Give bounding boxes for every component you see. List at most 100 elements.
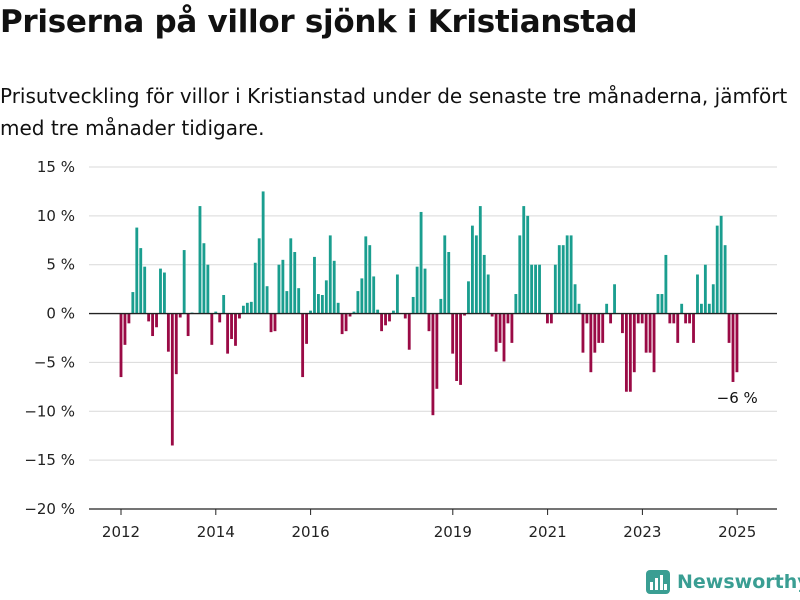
y-axis-ticks: 15 % 10 % 5 % 0 % −5 % −10 % −15 % −20 % (24, 158, 75, 518)
bar (707, 303, 711, 314)
bar (380, 313, 384, 332)
bar (644, 313, 648, 353)
bar (273, 313, 277, 332)
bar (711, 284, 715, 314)
bar (692, 313, 695, 343)
bar (443, 235, 447, 314)
bar (735, 313, 739, 373)
bar (565, 235, 569, 314)
bar (696, 274, 699, 314)
bar (261, 191, 265, 314)
axes (89, 312, 777, 510)
bar (526, 215, 530, 314)
bar (640, 313, 644, 324)
bar (652, 313, 656, 373)
bar (573, 284, 577, 314)
bar (632, 313, 636, 373)
bar (344, 313, 348, 332)
bar (317, 294, 320, 314)
bar (522, 206, 526, 314)
bar (249, 301, 253, 314)
bar (301, 313, 305, 378)
bar (222, 295, 226, 314)
bar (360, 278, 364, 314)
bar (451, 313, 455, 354)
bar (482, 254, 486, 314)
y-tick-label: 10 % (37, 207, 75, 225)
bar (703, 264, 707, 314)
bar (609, 313, 613, 324)
bar (656, 294, 660, 314)
bars (119, 191, 739, 446)
bar (388, 313, 391, 322)
bar (372, 276, 376, 314)
bar (269, 313, 273, 333)
bar (676, 313, 680, 343)
bar (589, 313, 593, 373)
brand: Newsworthy (645, 566, 800, 598)
bar (581, 313, 585, 353)
bar (561, 245, 565, 314)
bar (281, 259, 285, 314)
bar (324, 280, 328, 314)
bar (285, 291, 289, 314)
bar (226, 313, 230, 354)
bar (601, 313, 605, 343)
bar (407, 313, 411, 350)
bar (253, 262, 257, 314)
bar (459, 313, 462, 385)
y-tick-label: −20 % (24, 500, 75, 518)
bar (230, 313, 233, 339)
bar (624, 313, 628, 392)
bar (392, 310, 395, 314)
bar (174, 313, 178, 375)
bar (218, 313, 222, 323)
bar (214, 311, 218, 314)
bar (577, 303, 581, 314)
bar (135, 227, 139, 314)
bar (297, 288, 301, 314)
bar (238, 313, 241, 319)
bar (151, 313, 155, 337)
bar (245, 302, 249, 314)
bar (163, 272, 166, 314)
bar (123, 313, 127, 345)
bar-chart: 15 %10 %5 %0 %−5 %−10 %−15 %−20 % 2012 20… (24, 158, 777, 541)
bar (119, 313, 123, 378)
bar (139, 248, 143, 314)
bar (364, 236, 368, 314)
bar (395, 274, 399, 314)
bar (419, 211, 423, 314)
bar (186, 313, 190, 337)
bar (648, 313, 652, 353)
bar (518, 235, 522, 314)
bar (731, 313, 735, 382)
bar (715, 225, 719, 314)
bar (688, 313, 691, 324)
bar (672, 313, 676, 324)
bar (553, 264, 557, 314)
bar (585, 313, 589, 324)
bar (506, 313, 510, 324)
bar (557, 245, 561, 314)
y-tick-label: −15 % (24, 451, 75, 469)
bar (336, 302, 340, 314)
bar (143, 266, 147, 314)
bar (368, 245, 372, 314)
bar (241, 305, 245, 314)
bar (340, 313, 344, 335)
bar (467, 281, 470, 314)
bar (289, 238, 293, 314)
bar (514, 294, 518, 314)
bar (455, 313, 459, 381)
bar (155, 313, 158, 328)
bar (668, 313, 672, 324)
bar (498, 313, 502, 343)
bar (178, 313, 182, 318)
bar (328, 235, 332, 314)
bar (463, 313, 466, 316)
bar (313, 256, 316, 314)
bar (636, 313, 640, 324)
y-tick-label: 5 % (46, 256, 75, 274)
y-tick-label: −5 % (34, 353, 75, 371)
